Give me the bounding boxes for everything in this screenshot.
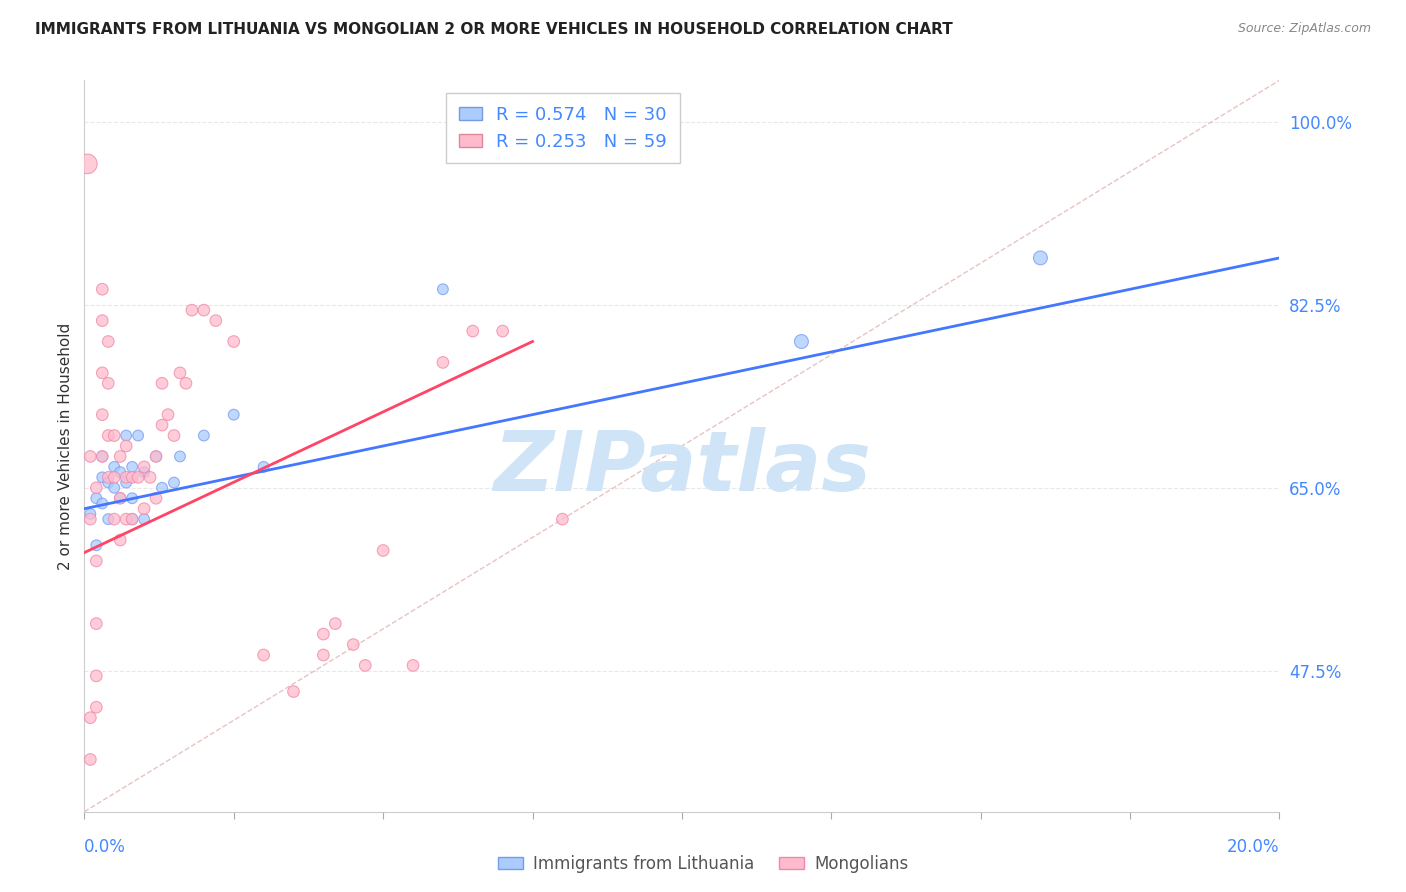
- Point: [97, 475, 120, 490]
- Point: [103, 481, 125, 495]
- Point: [97, 334, 120, 349]
- Point: [253, 648, 276, 662]
- Point: [79, 752, 101, 766]
- Point: [86, 669, 108, 683]
- Point: [312, 627, 335, 641]
- Point: [86, 700, 108, 714]
- Point: [115, 475, 138, 490]
- Point: [432, 355, 454, 369]
- Point: [163, 475, 186, 490]
- Point: [86, 554, 108, 568]
- Point: [91, 408, 114, 422]
- Point: [150, 481, 173, 495]
- Point: [461, 324, 484, 338]
- Point: [312, 648, 335, 662]
- Point: [181, 303, 204, 318]
- Point: [121, 491, 143, 506]
- Point: [402, 658, 425, 673]
- Point: [145, 450, 167, 464]
- Point: [193, 428, 215, 442]
- Point: [145, 491, 167, 506]
- Point: [103, 459, 125, 474]
- Point: [121, 459, 143, 474]
- Point: [169, 450, 191, 464]
- Point: [432, 282, 454, 296]
- Point: [86, 538, 108, 552]
- Point: [132, 459, 156, 474]
- Point: [373, 543, 395, 558]
- Point: [103, 470, 125, 484]
- Point: [97, 428, 120, 442]
- Point: [325, 616, 347, 631]
- Point: [222, 334, 245, 349]
- Point: [115, 512, 138, 526]
- Point: [150, 418, 173, 433]
- Point: [121, 470, 143, 484]
- Point: [79, 512, 101, 526]
- Point: [1029, 251, 1052, 265]
- Point: [86, 616, 108, 631]
- Point: [115, 439, 138, 453]
- Point: [150, 376, 173, 391]
- Y-axis label: 2 or more Vehicles in Household: 2 or more Vehicles in Household: [58, 322, 73, 570]
- Point: [551, 512, 574, 526]
- Point: [127, 428, 149, 442]
- Point: [115, 428, 138, 442]
- Point: [121, 512, 143, 526]
- Legend: Immigrants from Lithuania, Mongolians: Immigrants from Lithuania, Mongolians: [491, 848, 915, 880]
- Point: [354, 658, 377, 673]
- Text: 20.0%: 20.0%: [1227, 838, 1279, 855]
- Point: [103, 428, 125, 442]
- Point: [76, 157, 98, 171]
- Text: Source: ZipAtlas.com: Source: ZipAtlas.com: [1237, 22, 1371, 36]
- Point: [222, 408, 245, 422]
- Point: [110, 491, 132, 506]
- Point: [110, 465, 132, 479]
- Point: [91, 450, 114, 464]
- Point: [193, 303, 215, 318]
- Point: [790, 334, 813, 349]
- Point: [91, 496, 114, 510]
- Point: [110, 533, 132, 547]
- Point: [110, 491, 132, 506]
- Point: [91, 366, 114, 380]
- Text: 0.0%: 0.0%: [84, 838, 127, 855]
- Point: [91, 282, 114, 296]
- Point: [97, 512, 120, 526]
- Point: [174, 376, 197, 391]
- Point: [253, 459, 276, 474]
- Point: [163, 428, 186, 442]
- Point: [492, 324, 515, 338]
- Point: [110, 450, 132, 464]
- Point: [132, 501, 156, 516]
- Point: [145, 450, 167, 464]
- Point: [97, 470, 120, 484]
- Point: [132, 465, 156, 479]
- Point: [79, 507, 101, 521]
- Point: [91, 313, 114, 327]
- Point: [115, 470, 138, 484]
- Legend: R = 0.574   N = 30, R = 0.253   N = 59: R = 0.574 N = 30, R = 0.253 N = 59: [446, 93, 681, 163]
- Point: [91, 470, 114, 484]
- Point: [79, 711, 101, 725]
- Point: [132, 512, 156, 526]
- Point: [205, 313, 228, 327]
- Text: ZIPatlas: ZIPatlas: [494, 427, 870, 508]
- Point: [283, 684, 305, 698]
- Point: [103, 512, 125, 526]
- Point: [86, 481, 108, 495]
- Point: [91, 450, 114, 464]
- Point: [97, 376, 120, 391]
- Point: [127, 470, 149, 484]
- Point: [157, 408, 180, 422]
- Point: [169, 366, 191, 380]
- Point: [139, 470, 162, 484]
- Point: [121, 512, 143, 526]
- Point: [86, 491, 108, 506]
- Text: IMMIGRANTS FROM LITHUANIA VS MONGOLIAN 2 OR MORE VEHICLES IN HOUSEHOLD CORRELATI: IMMIGRANTS FROM LITHUANIA VS MONGOLIAN 2…: [35, 22, 953, 37]
- Point: [79, 450, 101, 464]
- Point: [342, 638, 364, 652]
